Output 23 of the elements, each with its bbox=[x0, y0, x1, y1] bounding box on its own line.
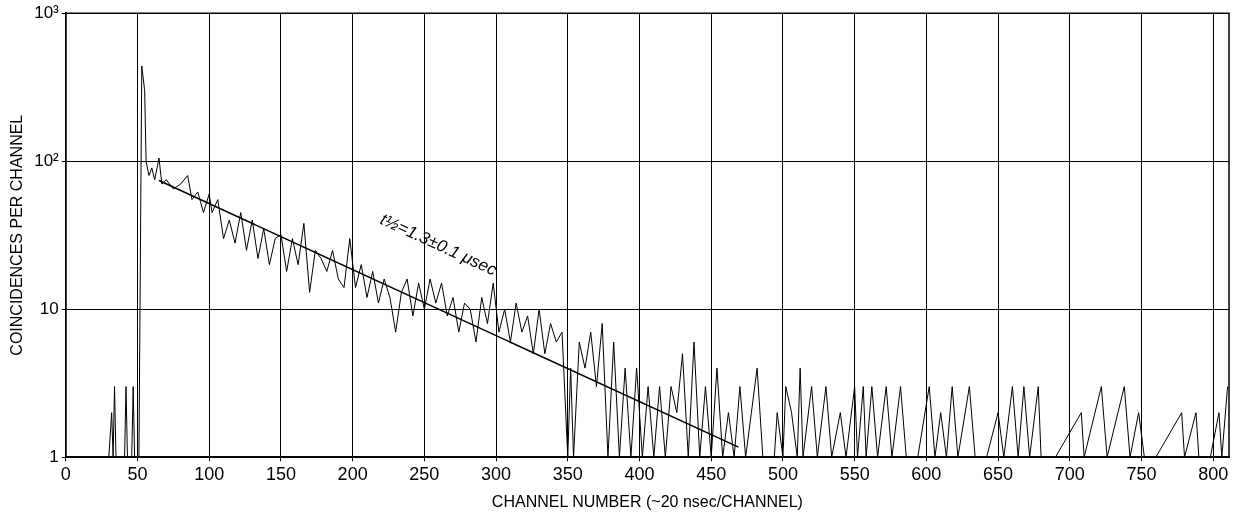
x-axis-title: CHANNEL NUMBER (~20 nsec/CHANNEL) bbox=[491, 492, 803, 510]
y-axis-title: COINCIDENCES PER CHANNEL bbox=[8, 114, 26, 356]
x-tick-label: 600 bbox=[911, 463, 942, 484]
x-tick-label: 0 bbox=[60, 463, 71, 484]
x-tick-label: 700 bbox=[1054, 463, 1085, 484]
y-tick-label: 10 bbox=[39, 298, 59, 318]
x-tick-label: 550 bbox=[839, 463, 870, 484]
x-tick-label: 50 bbox=[127, 463, 148, 484]
x-tick-label: 200 bbox=[337, 463, 368, 484]
x-tick-label: 750 bbox=[1126, 463, 1157, 484]
x-tick-label: 300 bbox=[481, 463, 512, 484]
x-tick-label: 100 bbox=[194, 463, 225, 484]
x-tick-label: 400 bbox=[624, 463, 655, 484]
x-tick-label: 350 bbox=[552, 463, 583, 484]
y-tick-label: 10³ bbox=[34, 2, 60, 22]
x-tick-label: 450 bbox=[696, 463, 727, 484]
x-tick-label: 150 bbox=[265, 463, 296, 484]
y-tick-label: 1 bbox=[49, 446, 59, 466]
x-tick-label: 650 bbox=[983, 463, 1014, 484]
y-tick-label: 10² bbox=[34, 150, 60, 170]
x-tick-label: 800 bbox=[1198, 463, 1229, 484]
x-tick-label: 250 bbox=[409, 463, 440, 484]
x-tick-label: 500 bbox=[767, 463, 798, 484]
